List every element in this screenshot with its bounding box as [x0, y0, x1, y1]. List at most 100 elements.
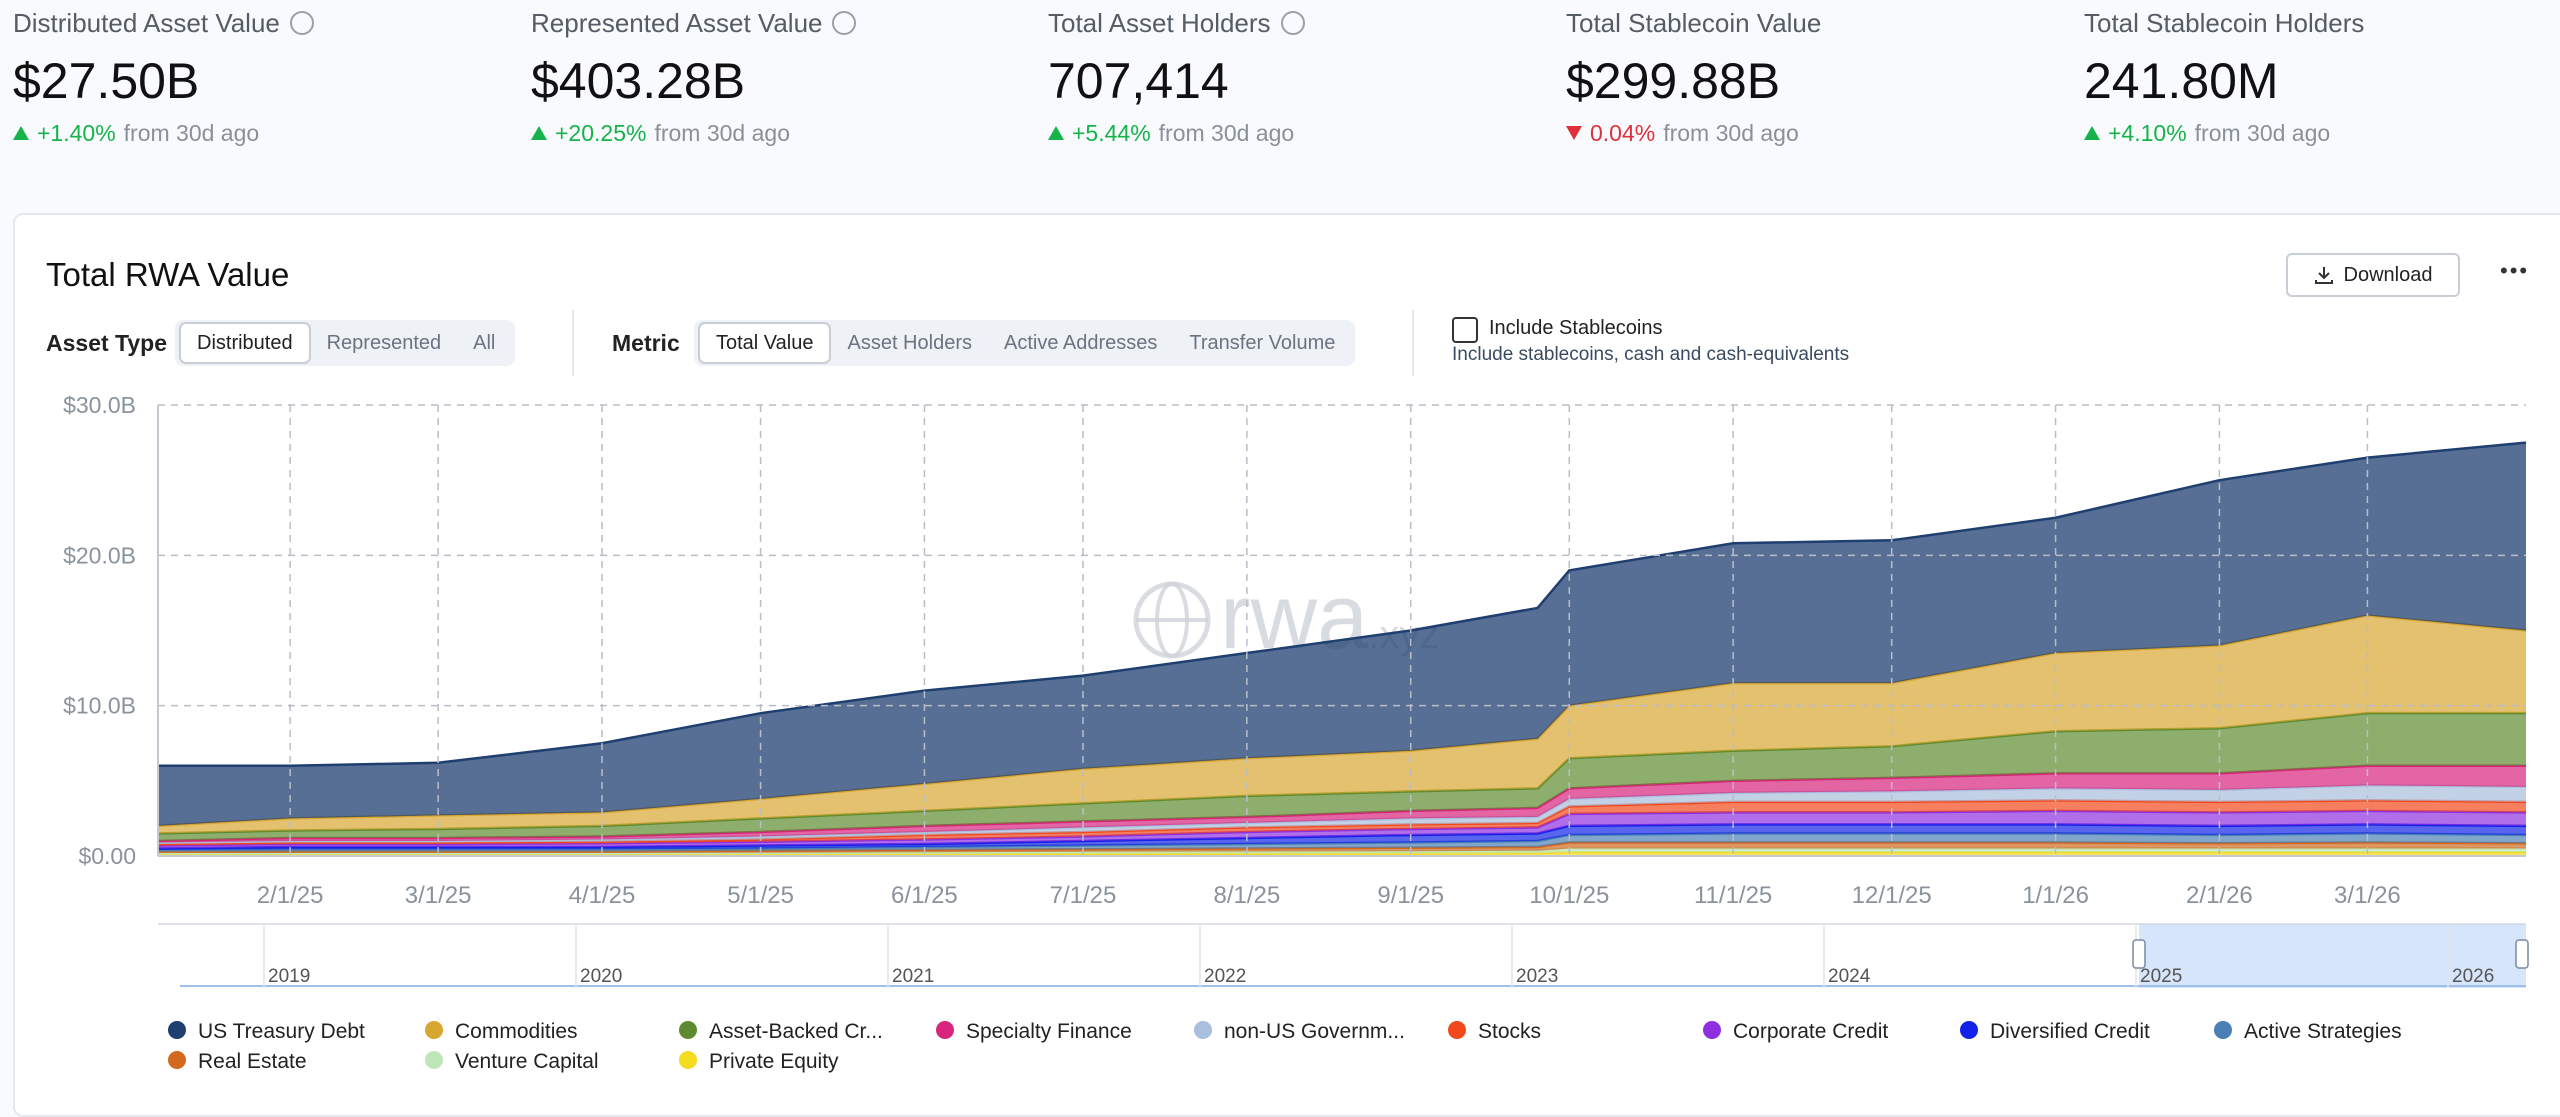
- legend-label[interactable]: Stocks: [1478, 1020, 1541, 1043]
- legend-label[interactable]: Corporate Credit: [1733, 1020, 1888, 1043]
- navigator-label: 2026: [2452, 966, 2494, 987]
- help-icon: [832, 11, 857, 35]
- toggle-option[interactable]: Asset Holders: [847, 332, 972, 354]
- legend-label[interactable]: Commodities: [455, 1020, 578, 1043]
- stat-change-row: 0.04% from 30d ago: [1566, 120, 1799, 147]
- trend-arrow: [531, 126, 547, 140]
- legend-marker[interactable]: [936, 1021, 954, 1039]
- stat-suffix: from 30d ago: [1663, 120, 1799, 146]
- toggle-option[interactable]: Transfer Volume: [1189, 332, 1336, 354]
- y-tick-label: $0.00: [78, 843, 136, 869]
- stat-value: 241.80M: [2084, 53, 2279, 109]
- download-button[interactable]: Download: [2286, 253, 2460, 297]
- stat-label: Total Stablecoin Value: [1566, 8, 1821, 39]
- x-tick-label: 10/1/25: [1529, 882, 1609, 909]
- stat-value: $27.50B: [13, 53, 200, 109]
- help-icon: [289, 11, 314, 35]
- stat-change-row: +20.25% from 30d ago: [531, 120, 790, 147]
- stat-suffix: from 30d ago: [654, 120, 790, 146]
- toggle-option[interactable]: Represented: [326, 332, 442, 354]
- stat-label-text: Total Asset Holders: [1048, 8, 1271, 38]
- legend-label[interactable]: Asset-Backed Cr...: [709, 1020, 883, 1043]
- legend-marker[interactable]: [1194, 1021, 1212, 1039]
- legend-marker[interactable]: [1960, 1021, 1978, 1039]
- asset-type-toggle: Distributed Represented All: [175, 320, 516, 366]
- legend-marker[interactable]: [1448, 1021, 1466, 1039]
- stat-label-text: Represented Asset Value: [531, 8, 823, 38]
- legend-label[interactable]: Real Estate: [198, 1050, 307, 1073]
- x-tick-label: 5/1/25: [727, 882, 794, 909]
- trend-arrow: [1566, 126, 1582, 140]
- x-tick-label: 6/1/25: [891, 882, 958, 909]
- toggle-option[interactable]: Distributed: [179, 322, 311, 364]
- x-tick-label: 3/1/26: [2334, 882, 2401, 909]
- legend-label[interactable]: Specialty Finance: [966, 1020, 1132, 1043]
- y-tick-label: $30.0B: [63, 392, 136, 418]
- page: {"header":{"stats":[ {"label":"Distribut…: [13, 8, 2560, 1117]
- stat-value: 707,414: [1048, 53, 1229, 109]
- legend-label[interactable]: non-US Governm...: [1224, 1020, 1405, 1043]
- legend-label[interactable]: Active Strategies: [2244, 1020, 2402, 1043]
- trend-arrow: [2084, 126, 2100, 140]
- stat-value: $299.88B: [1566, 53, 1781, 109]
- chart: rwa.xyz$0.00$10.0B$20.0B$30.0B2/1/253/1/…: [63, 392, 2529, 1073]
- more-menu[interactable]: •••: [2500, 258, 2530, 283]
- stat-change: +20.25%: [555, 120, 647, 146]
- divider: [572, 310, 574, 376]
- stat-suffix: from 30d ago: [123, 120, 260, 146]
- legend-label[interactable]: Diversified Credit: [1990, 1020, 2150, 1043]
- toggle-option[interactable]: Active Addresses: [1003, 332, 1158, 354]
- stat-label: Total Stablecoin Holders: [2084, 8, 2364, 39]
- area: [158, 833, 2526, 852]
- stat-label: Represented Asset Value: [531, 8, 857, 39]
- metric-toggle: Total Value Asset Holders Active Addresses…: [694, 320, 1356, 366]
- help-icon: [1280, 11, 1305, 35]
- trend-arrow: [13, 126, 29, 140]
- legend-marker[interactable]: [425, 1021, 443, 1039]
- legend-label[interactable]: Private Equity: [709, 1050, 839, 1073]
- legend-marker[interactable]: [2214, 1021, 2232, 1039]
- stat-suffix: from 30d ago: [2194, 120, 2331, 146]
- legend-marker[interactable]: [679, 1021, 697, 1039]
- x-tick-label: 2/1/26: [2186, 882, 2253, 909]
- area: [158, 785, 2526, 844]
- legend-label[interactable]: US Treasury Debt: [198, 1020, 365, 1043]
- legend-marker[interactable]: [1703, 1021, 1721, 1039]
- area: [158, 615, 2526, 834]
- area: [158, 442, 2526, 826]
- x-tick-label: 2/1/25: [257, 882, 324, 909]
- stat-suffix: from 30d ago: [1158, 120, 1295, 146]
- stat-change: +4.10%: [2108, 120, 2187, 146]
- navigator-handle[interactable]: [2515, 939, 2529, 969]
- legend-label[interactable]: Venture Capital: [455, 1050, 599, 1073]
- navigator-label: 2021: [892, 966, 934, 987]
- download-icon: [2314, 267, 2333, 284]
- x-tick-label: 3/1/25: [405, 882, 472, 909]
- navigator-selection: [2139, 924, 2526, 988]
- legend-marker[interactable]: [168, 1051, 186, 1069]
- area: [158, 765, 2526, 843]
- stat-label-text: Distributed Asset Value: [13, 8, 280, 38]
- area: [158, 713, 2526, 841]
- x-tick-label: 9/1/25: [1377, 882, 1444, 909]
- metric-label: Metric: [612, 330, 680, 356]
- legend-marker[interactable]: [425, 1051, 443, 1069]
- legend-marker[interactable]: [679, 1051, 697, 1069]
- download-label: Download: [2343, 263, 2433, 286]
- toggle-option[interactable]: All: [473, 332, 496, 354]
- navigator-label: 2024: [1828, 966, 1871, 987]
- navigator-handle[interactable]: [2132, 939, 2146, 969]
- stat-label-text: Total Stablecoin Holders: [2084, 8, 2365, 38]
- stat-change-row: +4.10% from 30d ago: [2084, 120, 2330, 147]
- stablecoin-checkbox[interactable]: [1452, 317, 1478, 343]
- x-tick-label: 11/1/25: [1694, 882, 1772, 909]
- x-tick-label: 7/1/25: [1050, 882, 1117, 909]
- stat-label: Total Asset Holders: [1048, 8, 1305, 39]
- navigator-label: 2019: [268, 966, 310, 987]
- y-tick-label: $20.0B: [63, 542, 136, 568]
- stat-change: +1.40%: [37, 120, 116, 146]
- toggle-option[interactable]: Total Value: [698, 322, 832, 364]
- stablecoin-label[interactable]: Include Stablecoins: [1489, 317, 1663, 339]
- navigator-label: 2025: [2140, 966, 2182, 987]
- legend-marker[interactable]: [168, 1021, 186, 1039]
